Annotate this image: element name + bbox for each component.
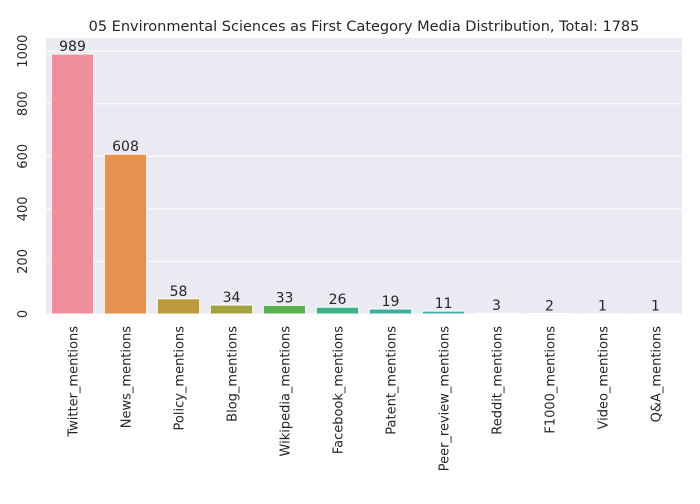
data-label: 33: [276, 290, 294, 306]
x-tick-label: Policy_mentions: [173, 326, 188, 431]
y-tick-label: 200: [16, 249, 31, 274]
bar: [51, 54, 93, 314]
x-tick-label: Patent_mentions: [385, 326, 400, 435]
x-tick-label: Blog_mentions: [226, 326, 241, 422]
x-tick-label: Facebook_mentions: [332, 326, 347, 454]
y-tick-label: 400: [16, 196, 31, 221]
x-tick-label: News_mentions: [120, 326, 135, 428]
x-tick-labels: Twitter_mentions News_mentions Policy_ment…: [67, 326, 665, 472]
x-tick-label: Wikipedia_mentions: [279, 326, 294, 457]
data-label: 58: [170, 284, 188, 300]
bar: [157, 299, 199, 314]
data-label: 11: [435, 296, 453, 312]
x-tick-label: Q&A_mentions: [650, 326, 665, 423]
x-tick-label: Twitter_mentions: [67, 326, 82, 438]
data-label: 3: [492, 298, 501, 314]
y-tick-labels: 0 200 400 600 800 1000: [16, 35, 31, 319]
data-label: 34: [223, 290, 241, 306]
bar: [316, 307, 358, 314]
chart-title: 05 Environmental Sciences as First Categ…: [89, 19, 640, 35]
y-tick-label: 1000: [16, 35, 31, 68]
data-label: 608: [112, 139, 139, 155]
y-tick-label: 0: [16, 310, 31, 318]
data-label: 1: [598, 299, 607, 315]
x-tick-label: Video_mentions: [597, 326, 612, 430]
bar: [104, 154, 146, 314]
data-label: 19: [382, 294, 400, 310]
x-tick-label: Peer_review_mentions: [438, 326, 453, 472]
y-tick-label: 800: [16, 91, 31, 116]
data-label: 26: [329, 292, 347, 308]
data-label: 2: [545, 298, 554, 314]
data-label: 989: [59, 39, 86, 55]
bar: [263, 305, 305, 314]
x-tick-label: Reddit_mentions: [491, 326, 506, 435]
x-tick-label: F1000_mentions: [544, 326, 559, 434]
data-label: 1: [651, 299, 660, 315]
y-tick-label: 600: [16, 144, 31, 169]
bar: [210, 305, 252, 314]
